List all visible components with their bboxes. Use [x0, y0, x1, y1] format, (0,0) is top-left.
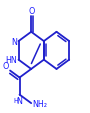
Text: H: H	[14, 98, 18, 104]
Text: N: N	[17, 96, 22, 105]
Text: O: O	[28, 7, 34, 16]
Text: HN: HN	[5, 56, 17, 65]
Text: O: O	[3, 61, 9, 70]
Text: NH₂: NH₂	[32, 99, 48, 108]
Text: N: N	[11, 37, 17, 46]
